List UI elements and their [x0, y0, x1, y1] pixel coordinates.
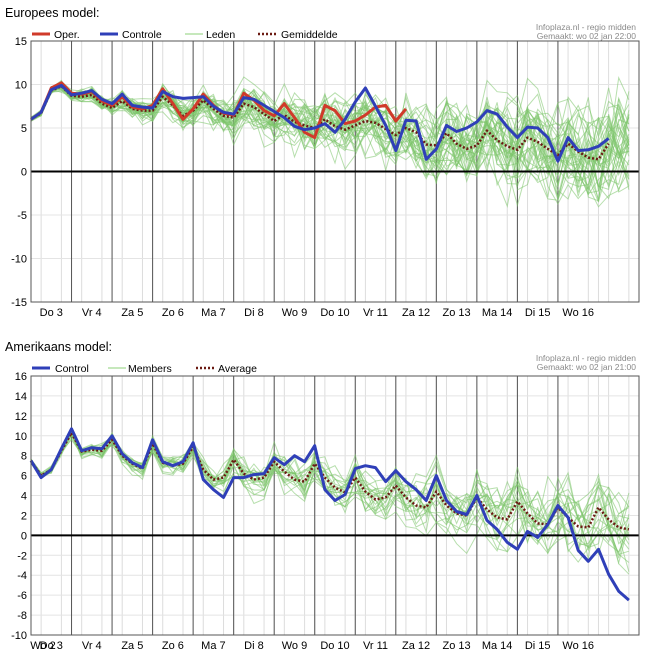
series-line-average	[29, 431, 630, 531]
x-tick-label: Vr 4	[82, 307, 102, 319]
y-tick-label: -5	[17, 210, 27, 222]
y-tick-label: 6	[21, 471, 27, 483]
ensemble-member-line	[30, 428, 630, 556]
y-tick-label: -8	[17, 610, 27, 622]
y-tick-label: -10	[11, 254, 27, 266]
panel-european: Europees model: Infoplaza.nl - regio mid…	[5, 6, 640, 319]
x-tick-label: Za 12	[402, 640, 430, 652]
legend-label: Oper.	[54, 29, 80, 41]
y-tick-label: 10	[15, 80, 27, 92]
x-tick-label: Wo 9	[282, 640, 307, 652]
y-tick-label: 12	[15, 411, 27, 423]
x-tick-label: Di 8	[244, 640, 264, 652]
chart-legend: Control Members Average	[32, 363, 257, 375]
x-tick-label: Ma 7	[201, 307, 225, 319]
panel-heading: Amerikaans model:	[5, 340, 112, 354]
x-tick-label: Ma 14	[482, 640, 513, 652]
x-tick-label: Wo 2	[30, 640, 55, 652]
ensemble-member-line	[30, 430, 630, 537]
x-tick-label: Do 3	[40, 640, 63, 652]
x-tick-label: Di 15	[525, 307, 551, 319]
x-tick-label: Zo 13	[443, 640, 471, 652]
y-tick-label: -15	[11, 297, 27, 309]
series-line-control	[29, 427, 630, 602]
legend-label: Members	[128, 363, 172, 375]
y-tick-label: 8	[21, 451, 27, 463]
legend-label: Average	[218, 363, 257, 375]
ensemble-member-line	[30, 77, 630, 180]
x-tick-label: Za 12	[402, 307, 430, 319]
y-tick-label: -6	[17, 590, 27, 602]
x-tick-label: Ma 14	[482, 307, 513, 319]
series-line-controle	[30, 83, 610, 163]
plot-frame	[30, 40, 640, 303]
y-tick-label: 14	[15, 391, 27, 403]
x-tick-label: Zo 13	[443, 307, 471, 319]
x-tick-label: Za 5	[121, 640, 143, 652]
credit-line: Infoplaza.nl - regio midden	[536, 353, 636, 363]
y-tick-label: 2	[21, 510, 27, 522]
x-tick-label: Zo 6	[162, 640, 184, 652]
x-tick-label: Di 15	[525, 640, 551, 652]
y-tick-label: 16	[15, 371, 27, 383]
credit-line: Infoplaza.nl - regio midden	[536, 22, 636, 32]
x-tick-label: Vr 11	[363, 307, 388, 319]
plot-frame	[30, 375, 640, 636]
x-tick-label: Wo 16	[562, 640, 594, 652]
legend-label: Controle	[122, 29, 162, 41]
ensemble-member-line	[30, 84, 630, 202]
legend-label: Gemiddelde	[281, 29, 338, 41]
y-tick-label: 0	[21, 530, 27, 542]
x-tick-label: Vr 11	[363, 640, 388, 652]
x-tick-label: Vr 4	[82, 640, 102, 652]
y-tick-label: 0	[21, 167, 27, 179]
y-tick-label: 10	[15, 431, 27, 443]
legend-label: Control	[55, 363, 89, 375]
y-tick-label: 5	[21, 123, 27, 135]
x-tick-label: Do 10	[320, 640, 349, 652]
x-tick-label: Di 8	[244, 307, 264, 319]
y-tick-label: -4	[17, 570, 27, 582]
credit-line: Gemaakt: wo 02 jan 22:00	[537, 31, 637, 41]
chart-legend: Oper. Controle Leden Gemiddelde	[32, 29, 338, 41]
y-tick-label: -2	[17, 550, 27, 562]
y-tick-label: 15	[15, 36, 27, 48]
x-tick-label: Za 5	[121, 307, 143, 319]
y-tick-label: 4	[21, 491, 27, 503]
x-tick-label: Wo 16	[562, 307, 594, 319]
x-tick-label: Wo 9	[282, 307, 307, 319]
x-tick-label: Do 3	[40, 307, 63, 319]
series-line-gemiddelde	[30, 84, 610, 161]
legend-label: Leden	[206, 29, 235, 41]
y-tick-label: -10	[11, 630, 27, 642]
ensemble-member-line	[30, 86, 630, 202]
panel-heading: Europees model:	[5, 6, 100, 20]
panel-american: Amerikaans model: Infoplaza.nl - regio m…	[5, 340, 640, 652]
plot-area-european: 15 10 5 0 -5 -10 -15 Do 3 Vr 4 Za 5 Zo 6 Ma 7 Di 8 Wo…	[11, 36, 640, 319]
x-tick-label: Ma 7	[201, 640, 225, 652]
credit-line: Gemaakt: wo 02 jan 21:00	[537, 362, 637, 372]
x-tick-label: Do 10	[320, 307, 349, 319]
x-tick-label: Zo 6	[162, 307, 184, 319]
